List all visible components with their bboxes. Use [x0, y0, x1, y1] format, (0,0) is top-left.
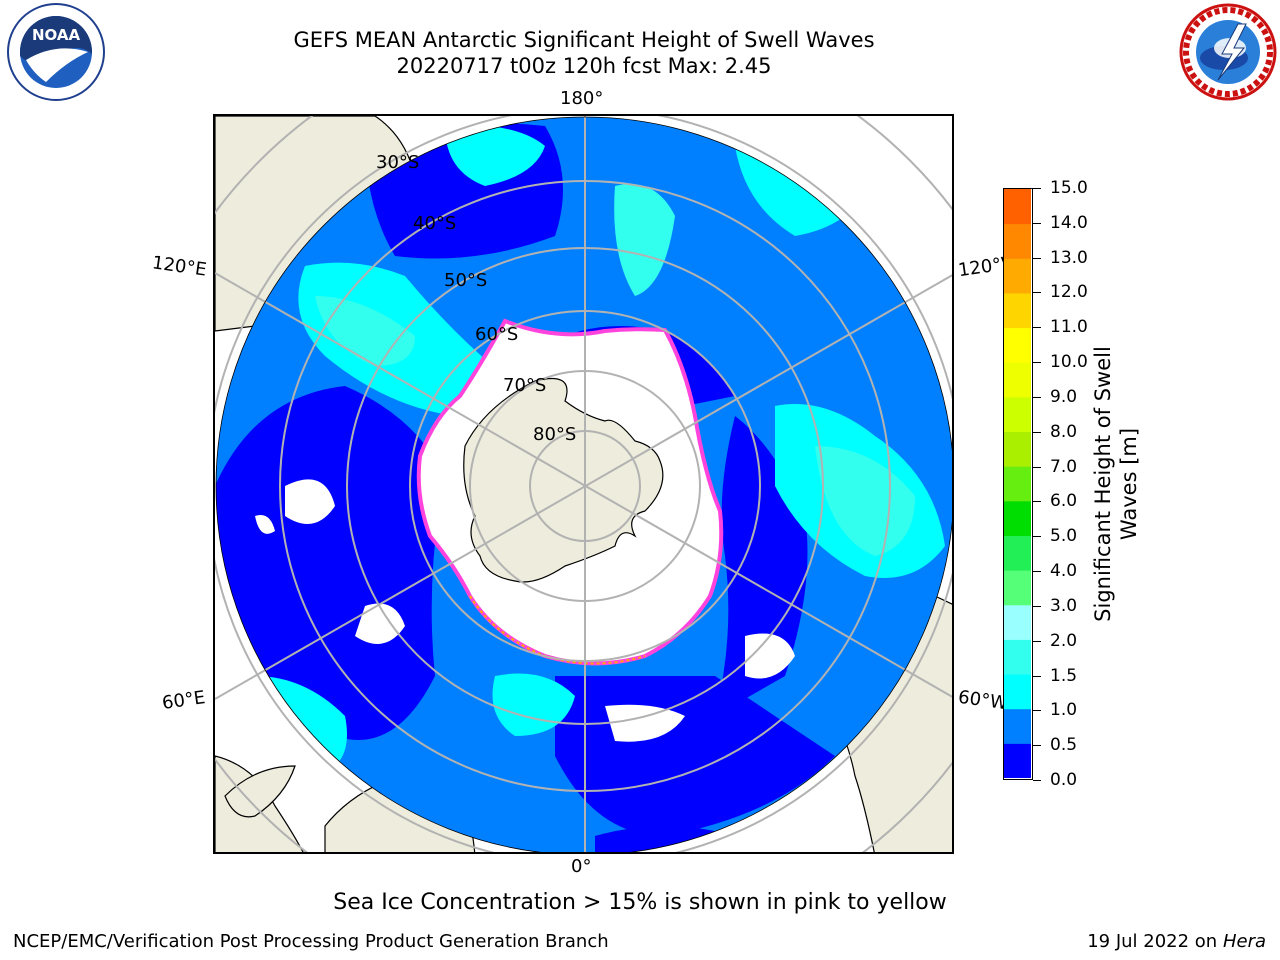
colorbar-tick-label: 7.0 [1050, 456, 1078, 477]
colorbar-tick [1033, 327, 1041, 329]
colorbar-tick-label: 4.0 [1050, 561, 1078, 582]
colorbar-segment [1004, 189, 1031, 225]
colorbar-tick-label: 3.0 [1050, 595, 1078, 616]
colorbar-tick [1033, 362, 1041, 364]
colorbar-tick [1033, 466, 1041, 468]
colorbar-segment [1004, 258, 1031, 294]
machine-name: Hera [1222, 931, 1266, 952]
colorbar-tick-label: 14.0 [1050, 212, 1088, 233]
graticule [215, 116, 952, 852]
date-prefix: 19 Jul 2022 on [1087, 931, 1223, 952]
nws-logo-icon [1179, 3, 1277, 101]
svg-text:NOAA: NOAA [32, 26, 81, 44]
map-boundary [215, 116, 952, 852]
lat-label-30s: 30°S [376, 152, 420, 173]
colorbar-tick [1033, 396, 1041, 398]
polar-map [215, 116, 952, 852]
colorbar-tick [1033, 571, 1041, 573]
colorbar-tick-label: 11.0 [1050, 317, 1088, 338]
colorbar-tick-label: 1.0 [1050, 700, 1078, 721]
colorbar-tick [1033, 431, 1041, 433]
colorbar-tick-label: 13.0 [1050, 247, 1088, 268]
lat-label-70s: 70°S [503, 375, 547, 396]
colorbar-tick-label: 12.0 [1050, 282, 1088, 303]
colorbar-tick-label: 8.0 [1050, 421, 1078, 442]
colorbar-segment [1004, 500, 1031, 536]
colorbar-tick-label: 6.0 [1050, 491, 1078, 512]
colorbar-segment [1004, 639, 1031, 675]
lat-label-50s: 50°S [444, 270, 488, 291]
colorbar-segment [1004, 466, 1031, 502]
colorbar-tick [1033, 745, 1041, 747]
colorbar-tick [1033, 536, 1041, 538]
colorbar-tick [1033, 780, 1041, 781]
date-text: 19 Jul 2022 on Hera [1087, 931, 1266, 952]
plot-title-line2: 20220717 t00z 120h fcst Max: 2.45 [396, 54, 772, 78]
colorbar-segment [1004, 292, 1031, 329]
colorbar-tick-label: 5.0 [1050, 526, 1078, 547]
noaa-logo-icon: NOAA [7, 3, 105, 101]
lon-label-bottom: 0° [571, 856, 592, 877]
lon-label-right-lower: 60°W [956, 686, 1009, 715]
colorbar-tick [1033, 222, 1041, 224]
colorbar-tick [1033, 710, 1041, 712]
lat-label-40s: 40°S [413, 213, 457, 234]
colorbar-segment [1004, 362, 1031, 398]
colorbar-tick [1033, 188, 1041, 189]
colorbar-tick [1033, 292, 1041, 294]
credit-text: NCEP/EMC/Verification Post Processing Pr… [13, 931, 609, 952]
colorbar-tick [1033, 257, 1041, 259]
colorbar-tick [1033, 675, 1041, 677]
lat-label-80s: 80°S [533, 424, 577, 445]
colorbar-tick [1033, 640, 1041, 642]
colorbar-segment [1004, 674, 1031, 710]
colorbar-segment [1004, 396, 1031, 433]
lon-label-left-lower: 60°E [160, 687, 207, 714]
colorbar-segment [1004, 327, 1031, 363]
plot-title-line1: GEFS MEAN Antarctic Significant Height o… [293, 28, 875, 52]
colorbar-segment [1004, 535, 1031, 571]
colorbar-tick-label: 1.5 [1050, 665, 1078, 686]
lat-label-60s: 60°S [475, 324, 519, 345]
colorbar-tick-label: 15.0 [1050, 178, 1088, 198]
colorbar-segment [1004, 708, 1031, 744]
colorbar-tick-label: 9.0 [1050, 386, 1078, 407]
sea-ice-note: Sea Ice Concentration > 15% is shown in … [333, 890, 947, 915]
colorbar-segment [1004, 743, 1031, 778]
colorbar-tick [1033, 605, 1041, 607]
colorbar-title-line2: Waves [m] [1117, 427, 1141, 541]
colorbar-segment [1004, 570, 1031, 606]
map-frame [213, 114, 954, 854]
colorbar-tick-label: 2.0 [1050, 630, 1078, 651]
colorbar-tick-label: 10.0 [1050, 352, 1088, 373]
colorbar-title: Significant Height of Swell Waves [m] [1090, 284, 1142, 684]
colorbar [1003, 188, 1033, 780]
colorbar-tick-label: 0.5 [1050, 735, 1078, 756]
colorbar-segment [1004, 223, 1031, 259]
lon-label-top: 180° [560, 88, 604, 109]
colorbar-tick-label: 0.0 [1050, 770, 1078, 790]
colorbar-segment [1004, 431, 1031, 467]
lon-label-left-upper: 120°E [150, 252, 208, 281]
antarctica-land [463, 377, 664, 583]
colorbar-tick [1033, 501, 1041, 503]
colorbar-title-line1: Significant Height of Swell [1091, 346, 1115, 622]
colorbar-segment [1004, 604, 1031, 640]
